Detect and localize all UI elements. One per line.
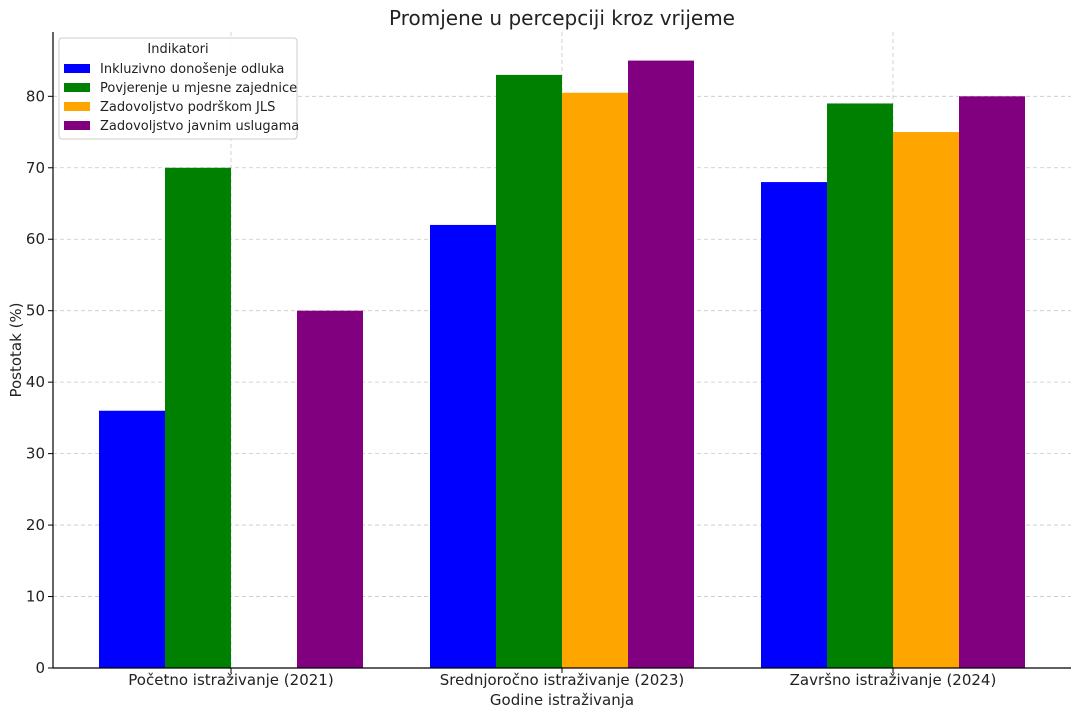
bar (430, 224, 496, 668)
y-tick-label: 80 (26, 87, 45, 105)
y-tick-label: 40 (26, 373, 45, 391)
x-tick-label: Srednjoročno istraživanje (2023) (440, 671, 685, 689)
y-tick-label: 30 (26, 445, 45, 463)
bar (893, 132, 959, 669)
y-axis-label: Postotak (%) (7, 302, 25, 397)
bars (99, 60, 1025, 669)
y-tick-label: 20 (26, 516, 45, 534)
legend-title: Indikatori (147, 42, 208, 57)
bar (99, 410, 165, 668)
bar (761, 182, 827, 668)
legend-items: Inkluzivno donošenje odluka Povjerenje u … (64, 62, 299, 134)
bar (562, 92, 628, 668)
bar (165, 167, 231, 669)
chart-title: Promjene u percepciji kroz vrijeme (389, 6, 735, 30)
bar (496, 74, 562, 668)
bar (959, 96, 1025, 669)
x-axis-label: Godine istraživanja (490, 691, 634, 709)
y-tick-label: 0 (35, 659, 45, 677)
legend-swatch (64, 64, 90, 73)
legend-label: Zadovoljstvo podrškom JLS (100, 100, 275, 115)
legend-swatch (64, 83, 90, 92)
legend-swatch (64, 102, 90, 111)
legend-swatch (64, 121, 90, 130)
y-tick-label: 10 (26, 588, 45, 606)
bar (297, 310, 363, 668)
legend: Indikatori Inkluzivno donošenje odluka Po… (58, 37, 299, 140)
x-ticks: Početno istraživanje (2021) Srednjoročno … (128, 668, 996, 689)
y-tick-label: 50 (26, 302, 45, 320)
bar (628, 60, 694, 668)
y-tick-label: 60 (26, 230, 45, 248)
y-tick-label: 70 (26, 159, 45, 177)
x-tick-label: Početno istraživanje (2021) (128, 671, 333, 689)
legend-label: Povjerenje u mjesne zajednice (100, 81, 297, 96)
legend-label: Inkluzivno donošenje odluka (100, 62, 284, 77)
y-ticks: 0 10 20 30 40 50 60 70 80 (26, 87, 53, 677)
legend-label: Zadovoljstvo javnim uslugama (100, 119, 299, 134)
legend-frame (58, 37, 298, 140)
x-tick-label: Završno istraživanje (2024) (790, 671, 997, 689)
bar (827, 103, 893, 668)
